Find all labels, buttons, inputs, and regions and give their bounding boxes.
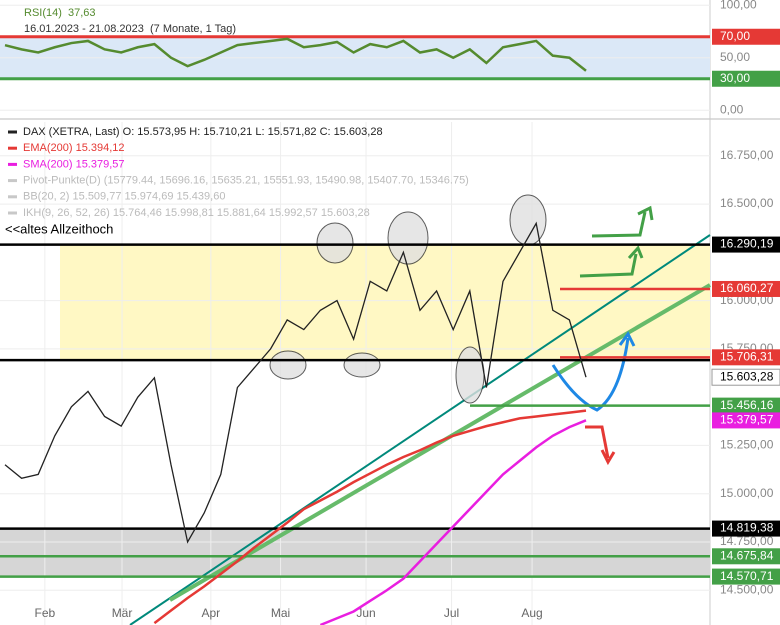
legend-swatch [8, 162, 17, 166]
legend-swatch [8, 130, 17, 134]
series-line [4, 37, 587, 72]
legend-entry: EMA(200) 15.394,12 [23, 142, 125, 154]
y-tick-label: 15.250,00 [720, 438, 774, 452]
level-label-box [712, 568, 780, 585]
x-tick-label: Jul [444, 606, 459, 620]
level-label: 15.456,16 [720, 398, 774, 412]
pattern-ellipse [269, 350, 307, 380]
arrow [551, 331, 636, 412]
date-range: 16.01.2023 - 21.08.2023 [24, 23, 144, 35]
level-label: 16.290,19 [720, 237, 774, 251]
pattern-ellipse [316, 222, 354, 264]
legend-entry: Pivot-Punkte(D) (15779.44, 15696.16, 156… [23, 175, 469, 187]
trendline [129, 234, 711, 625]
legend-swatch [8, 179, 17, 183]
arrow [585, 425, 616, 466]
level-label-box [712, 520, 780, 537]
y-tick-label: 14.500,00 [720, 582, 774, 596]
level-label-box [712, 412, 780, 429]
arrow [579, 245, 644, 278]
date-range-note: (7 Monate, 1 Tag) [150, 23, 236, 35]
y-tick-label: 50,00 [720, 50, 750, 64]
y-tick-label: 100,00 [720, 0, 757, 11]
level-label: 15.379,57 [720, 413, 774, 427]
level-label: 14.570,71 [720, 569, 774, 583]
x-tick-label: Feb [34, 606, 55, 620]
series-line [153, 409, 587, 625]
x-tick-label: Mär [112, 606, 133, 620]
zone [0, 528, 710, 577]
annotation: <<altes Allzeithoch [5, 221, 113, 236]
legend-swatch [8, 211, 17, 215]
y-tick-label: 0,00 [720, 102, 744, 116]
level-label: 30,00 [720, 71, 750, 85]
level-label-box [712, 548, 780, 565]
zone [60, 244, 710, 361]
rsi-value: 37,63 [68, 7, 96, 19]
rsi-title: RSI(14) [24, 7, 62, 19]
series-line [4, 221, 587, 544]
series-line [319, 419, 587, 625]
y-tick-label: 16.500,00 [720, 196, 774, 210]
legend-entry: DAX (XETRA, Last) O: 15.573,95 H: 15.710… [23, 126, 383, 138]
legend-entry: IKH(9, 26, 52, 26) 15.764,46 15.998,81 1… [23, 207, 370, 219]
level-label-box [712, 280, 780, 297]
level-label-box [712, 349, 780, 366]
level-label-box [712, 397, 780, 414]
x-tick-label: Jun [356, 606, 375, 620]
level-label-box [712, 236, 780, 253]
y-tick-label: 14.750,00 [720, 534, 774, 548]
legend-entry: BB(20, 2) 15.509,77 15.974,69 15.439,60 [23, 191, 225, 203]
legend-swatch [8, 146, 17, 150]
y-tick-label: 16.750,00 [720, 148, 774, 162]
level-label: 15.603,28 [720, 369, 774, 383]
pattern-ellipse [455, 346, 485, 404]
pattern-ellipse [387, 211, 429, 265]
y-tick-label: 15.000,00 [720, 486, 774, 500]
level-label-box [711, 368, 780, 386]
x-tick-label: Aug [521, 606, 542, 620]
legend-entry: SMA(200) 15.379,57 [23, 158, 125, 170]
x-tick-label: Apr [201, 606, 220, 620]
level-label: 16.060,27 [720, 281, 774, 295]
level-label-box [712, 70, 780, 87]
trendline [168, 283, 712, 602]
legend-swatch [8, 195, 17, 199]
level-label: 70,00 [720, 29, 750, 43]
level-label-box [712, 28, 780, 45]
pattern-ellipse [343, 352, 381, 378]
level-label: 14.675,84 [720, 548, 774, 562]
x-tick-label: Mai [271, 606, 290, 620]
arrow [591, 205, 654, 238]
level-label: 15.706,31 [720, 349, 774, 363]
level-label: 14.819,38 [720, 521, 774, 535]
